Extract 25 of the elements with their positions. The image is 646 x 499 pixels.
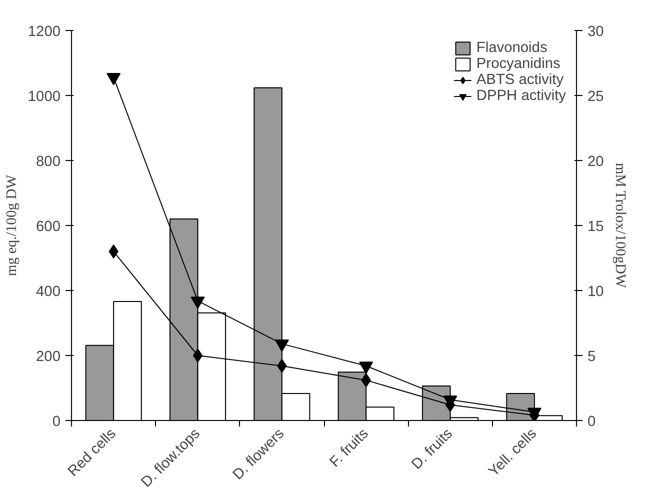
y-tick-label: 0 [52,414,61,430]
x-tick-label: Yell. cells [486,426,540,480]
y-tick-label: 400 [36,284,61,300]
y-tick-label: 200 [36,349,61,365]
point [190,296,205,309]
legend-label: Flavonoids [476,40,548,56]
y-axis-title: mg eq./100g DW [4,174,20,276]
y2-tick-label: 10 [588,284,604,300]
legend-label: DPPH activity [476,88,566,104]
y2-tick-label: 15 [588,219,604,235]
y-tick-label: 1000 [28,89,61,105]
y-tick-label: 800 [36,154,61,170]
y-tick-label: 600 [36,219,61,235]
legend-label: Procyanidins [476,56,560,72]
y2-tick-label: 25 [588,89,604,105]
y2-axis-title: mM Trolox/100gDW [612,162,628,288]
legend-label: ABTS activity [476,72,564,88]
y2-tick-label: 0 [588,414,596,430]
y2-tick-label: 30 [588,24,604,40]
point [192,348,203,362]
y2-tick-label: 20 [588,154,604,170]
point [108,244,118,258]
point [106,73,121,86]
y-tick-label: 1200 [28,24,61,40]
y2-tick-label: 5 [588,349,596,365]
